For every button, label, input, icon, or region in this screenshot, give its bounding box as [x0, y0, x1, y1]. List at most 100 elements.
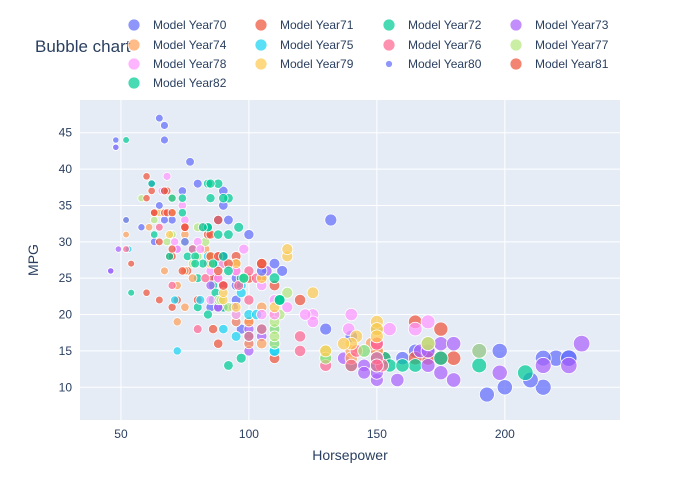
- data-point[interactable]: [177, 266, 187, 276]
- data-point[interactable]: [208, 258, 219, 269]
- data-point[interactable]: [149, 230, 159, 239]
- data-point[interactable]: [293, 293, 307, 307]
- data-point[interactable]: [390, 372, 405, 388]
- data-point[interactable]: [491, 342, 508, 359]
- data-point[interactable]: [177, 193, 187, 203]
- data-point[interactable]: [213, 214, 224, 226]
- data-point[interactable]: [114, 245, 123, 253]
- data-point[interactable]: [213, 265, 224, 277]
- legend-item[interactable]: Model Year70: [127, 18, 227, 32]
- data-point[interactable]: [167, 208, 177, 218]
- data-point[interactable]: [223, 265, 234, 277]
- data-point[interactable]: [208, 324, 219, 335]
- legend-item[interactable]: Model Year80: [385, 57, 482, 71]
- data-point[interactable]: [180, 237, 190, 247]
- data-point[interactable]: [572, 334, 591, 353]
- data-point[interactable]: [235, 352, 247, 364]
- legend-item[interactable]: Model Year72: [382, 18, 482, 32]
- legend-item[interactable]: Model Year76: [382, 38, 482, 52]
- data-point[interactable]: [471, 357, 488, 374]
- data-point[interactable]: [223, 229, 234, 240]
- data-point[interactable]: [155, 295, 164, 305]
- data-point[interactable]: [172, 346, 182, 356]
- data-point[interactable]: [122, 245, 130, 253]
- data-point[interactable]: [205, 294, 216, 306]
- data-point[interactable]: [408, 358, 423, 373]
- data-point[interactable]: [319, 322, 333, 336]
- data-point[interactable]: [155, 201, 164, 210]
- legend-item[interactable]: Model Year78: [127, 57, 227, 71]
- legend-item[interactable]: Model Year81: [509, 57, 609, 71]
- data-point[interactable]: [192, 178, 203, 189]
- data-point[interactable]: [344, 307, 358, 322]
- data-point[interactable]: [185, 157, 195, 167]
- data-point[interactable]: [165, 230, 175, 240]
- data-point[interactable]: [357, 365, 371, 380]
- data-point[interactable]: [122, 230, 130, 239]
- data-point[interactable]: [205, 193, 216, 204]
- data-point[interactable]: [137, 223, 146, 232]
- data-point[interactable]: [167, 193, 177, 203]
- data-point[interactable]: [144, 223, 154, 232]
- data-point[interactable]: [180, 302, 190, 312]
- data-point[interactable]: [155, 113, 164, 123]
- data-point[interactable]: [122, 136, 130, 144]
- data-point[interactable]: [479, 386, 495, 403]
- data-point[interactable]: [433, 336, 449, 352]
- data-point[interactable]: [491, 364, 508, 381]
- data-point[interactable]: [155, 237, 164, 247]
- data-point[interactable]: [230, 301, 242, 313]
- data-point[interactable]: [233, 280, 245, 291]
- data-point[interactable]: [213, 229, 224, 240]
- data-point[interactable]: [160, 135, 169, 145]
- data-point[interactable]: [256, 323, 268, 335]
- legend-item[interactable]: Model Year73: [509, 18, 609, 32]
- data-point[interactable]: [281, 286, 294, 299]
- data-point[interactable]: [160, 215, 169, 225]
- data-point[interactable]: [306, 286, 320, 299]
- data-point[interactable]: [223, 214, 234, 226]
- data-point[interactable]: [162, 237, 172, 247]
- data-point[interactable]: [256, 257, 268, 270]
- data-point[interactable]: [471, 343, 488, 359]
- data-point[interactable]: [238, 272, 250, 284]
- data-point[interactable]: [560, 356, 578, 375]
- data-point[interactable]: [268, 257, 281, 270]
- data-point[interactable]: [420, 336, 436, 352]
- data-point[interactable]: [205, 178, 216, 189]
- data-point[interactable]: [149, 215, 159, 225]
- data-point[interactable]: [395, 358, 410, 373]
- data-point[interactable]: [369, 329, 384, 344]
- data-point[interactable]: [256, 337, 268, 350]
- data-point[interactable]: [142, 194, 151, 203]
- data-point[interactable]: [534, 378, 552, 396]
- data-point[interactable]: [170, 295, 180, 305]
- data-point[interactable]: [306, 315, 320, 329]
- data-point[interactable]: [142, 172, 151, 181]
- data-point[interactable]: [190, 258, 200, 269]
- data-point[interactable]: [202, 309, 213, 320]
- data-point[interactable]: [496, 379, 513, 396]
- data-point[interactable]: [213, 338, 224, 349]
- data-point[interactable]: [299, 308, 312, 321]
- data-point[interactable]: [155, 222, 164, 232]
- data-point[interactable]: [446, 336, 462, 352]
- data-point[interactable]: [160, 266, 169, 276]
- data-point[interactable]: [273, 294, 286, 306]
- data-point[interactable]: [127, 288, 136, 297]
- data-point[interactable]: [420, 358, 436, 373]
- data-point[interactable]: [268, 330, 281, 343]
- legend-item[interactable]: Model Year79: [254, 57, 354, 71]
- legend-item[interactable]: Model Year75: [254, 38, 354, 52]
- data-point[interactable]: [369, 358, 384, 373]
- data-point[interactable]: [433, 321, 449, 337]
- data-point[interactable]: [147, 179, 156, 188]
- data-point[interactable]: [142, 288, 151, 297]
- data-point[interactable]: [167, 280, 177, 290]
- data-point[interactable]: [200, 273, 211, 284]
- data-point[interactable]: [243, 330, 255, 342]
- data-point[interactable]: [218, 280, 229, 291]
- data-point[interactable]: [167, 244, 177, 254]
- data-point[interactable]: [147, 186, 156, 196]
- data-point[interactable]: [517, 364, 534, 381]
